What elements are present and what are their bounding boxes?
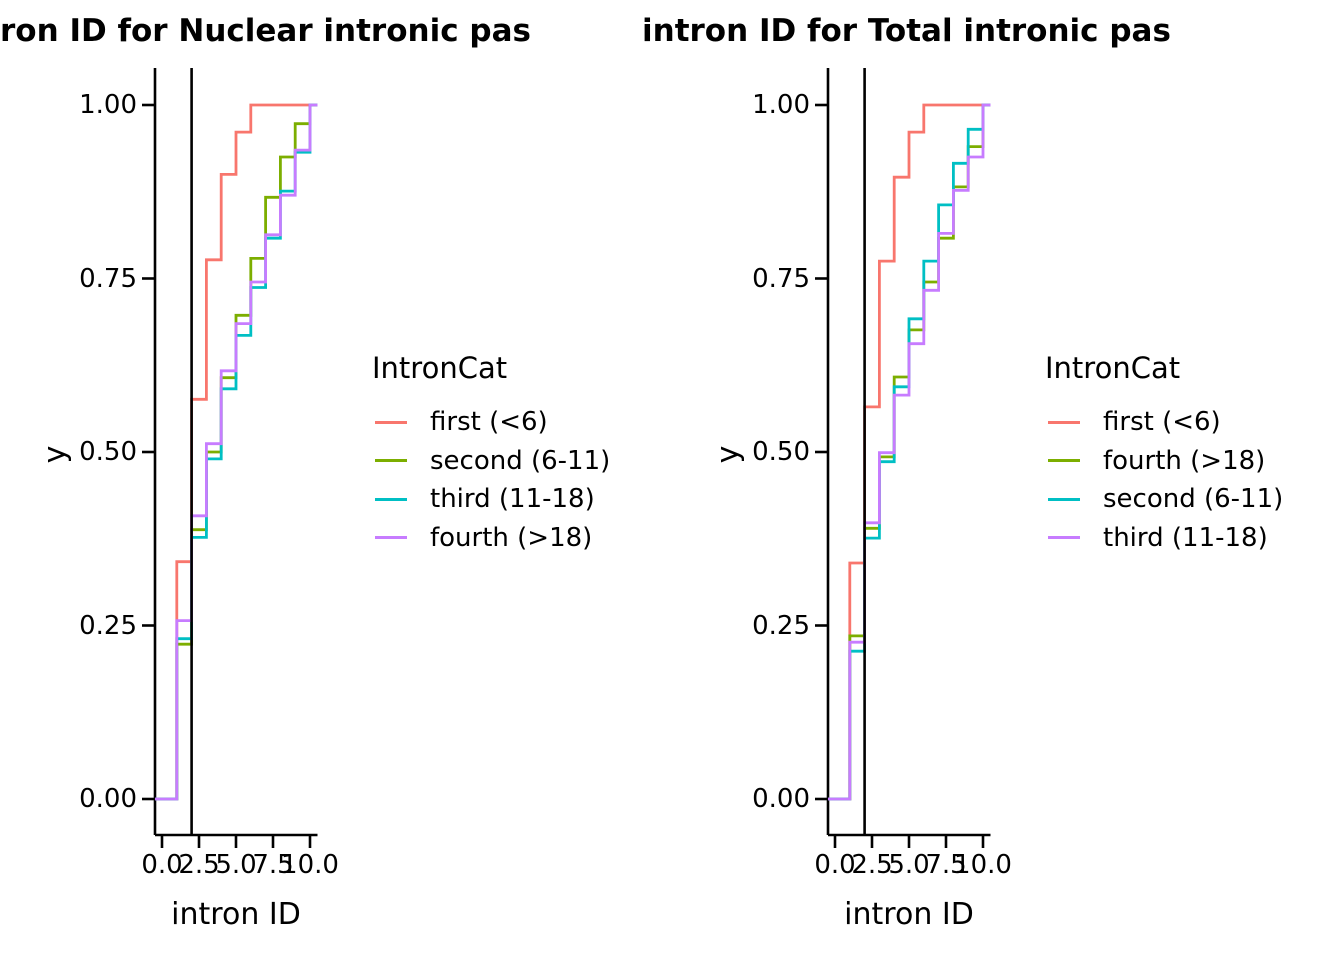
legend-key-line: [375, 459, 407, 462]
legend-key-line: [375, 497, 407, 501]
x-tick-label: 5.0: [215, 850, 257, 880]
legend-item-label: second (6-11): [1103, 484, 1284, 514]
y-tick-label: 0.00: [79, 784, 137, 814]
y-tick-label: 1.00: [79, 90, 137, 120]
legend-item: first (<6): [375, 405, 548, 439]
legend-item-label: third (11-18): [430, 484, 595, 514]
legend-key-line: [1048, 420, 1080, 424]
legend-item-label: fourth (>18): [1103, 445, 1266, 476]
legend-title: IntronCat: [372, 351, 508, 385]
legend-item-label: fourth (>18): [430, 522, 593, 553]
legend-item: first (<6): [1048, 405, 1221, 439]
x-tick-label: 10.0: [954, 850, 1012, 880]
legend-key-line: [1048, 497, 1080, 501]
ecdf-step-series-1: [828, 103, 991, 801]
x-axis-title: intron ID: [171, 897, 301, 932]
legend-item: second (6-11): [375, 444, 610, 478]
legend-title: IntronCat: [1045, 351, 1181, 385]
y-tick-label: 1.00: [752, 90, 810, 120]
x-tick-label: 5.0: [888, 850, 930, 880]
plot-title: intron ID for Total intronic pas: [642, 13, 1171, 49]
ecdf-step-series-3: [828, 103, 991, 801]
x-tick-label: 7.5: [925, 850, 967, 880]
plot-title: ron ID for Nuclear intronic pas: [0, 13, 531, 49]
x-axis-title: intron ID: [844, 897, 974, 932]
legend-item: fourth (>18): [1048, 444, 1265, 478]
legend-item: third (11-18): [375, 482, 595, 516]
legend-key-line: [375, 420, 407, 424]
x-tick-label: 0.0: [814, 850, 856, 880]
y-tick-label: 0.00: [752, 784, 810, 814]
legend-item-label: first (<6): [430, 407, 548, 437]
legend-key-line: [1048, 459, 1080, 462]
legend-item-label: first (<6): [1103, 407, 1221, 437]
y-tick-label: 0.75: [752, 263, 810, 294]
ecdf-step-series-0: [828, 103, 991, 801]
legend-item: second (6-11): [1048, 482, 1283, 516]
y-tick-label: 0.50: [752, 437, 810, 467]
legend-key-line: [1048, 536, 1080, 539]
y-tick-label: 0.25: [79, 610, 137, 641]
x-tick-label: 2.5: [178, 850, 220, 880]
legend-item: fourth (>18): [375, 521, 592, 555]
x-tick-label: 7.5: [252, 850, 294, 880]
legend-item-label: second (6-11): [430, 445, 611, 476]
y-tick-label: 0.25: [752, 610, 810, 641]
y-tick-label: 0.50: [79, 437, 137, 467]
ecdf-step-series-2: [828, 103, 991, 801]
x-tick-label: 0.0: [141, 850, 183, 880]
legend-item-label: third (11-18): [1103, 522, 1268, 553]
x-tick-label: 2.5: [851, 850, 893, 880]
legend-item: third (11-18): [1048, 521, 1268, 555]
x-tick-label: 10.0: [281, 850, 339, 880]
legend-key-line: [375, 536, 407, 539]
y-tick-label: 0.75: [79, 263, 137, 294]
